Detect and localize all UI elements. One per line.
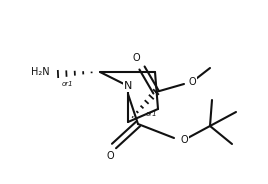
Text: H₂N: H₂N <box>31 67 49 77</box>
Text: O: O <box>188 77 196 87</box>
Text: or1: or1 <box>62 81 74 87</box>
Text: or1: or1 <box>146 111 158 117</box>
Text: O: O <box>180 135 188 145</box>
Text: O: O <box>132 53 140 63</box>
Text: O: O <box>106 151 114 161</box>
Text: N: N <box>124 81 132 91</box>
